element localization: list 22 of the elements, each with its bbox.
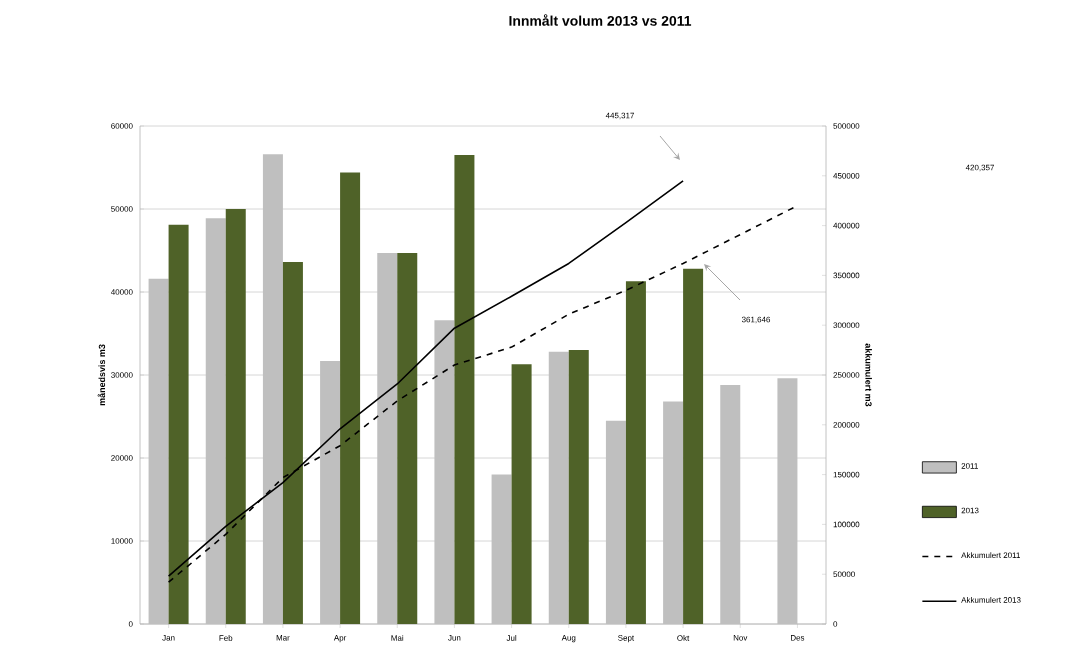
bar [434,320,455,624]
bar [282,262,303,624]
bar [663,401,684,624]
bar [205,218,226,624]
bar [397,252,418,624]
bar [454,155,475,624]
bar [548,351,569,624]
bar [377,252,398,624]
bar [168,224,189,624]
bar [605,420,626,624]
bar [625,281,646,624]
bar [683,268,704,624]
bar [491,474,512,624]
bar [777,378,798,624]
bar [262,154,283,624]
bar [568,350,589,624]
bar [511,364,532,624]
bar [340,172,361,624]
bar [225,209,246,624]
bar [320,360,341,624]
bar [720,384,741,624]
bar [148,278,169,624]
